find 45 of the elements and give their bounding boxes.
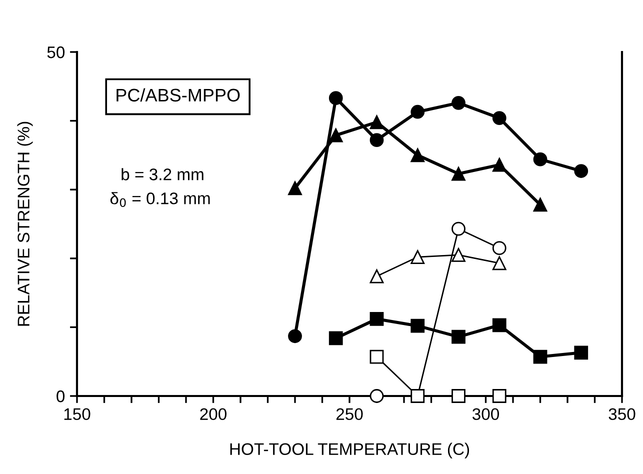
point — [328, 331, 343, 346]
x-tick-label: 350 — [608, 408, 636, 420]
point — [452, 96, 466, 110]
point — [533, 152, 548, 166]
point — [492, 158, 506, 172]
x-tick-label: 150 — [64, 408, 90, 420]
point — [452, 166, 466, 181]
x-axis-title: HOT-TOOL TEMPERATURE (C) — [230, 442, 470, 458]
point — [492, 111, 506, 125]
annotation: b = 3.2 mm — [122, 168, 204, 180]
point — [328, 91, 343, 106]
point — [492, 256, 506, 270]
point — [492, 318, 506, 332]
point — [288, 329, 302, 344]
point — [574, 164, 588, 178]
x-tick-label: 200 — [200, 408, 227, 420]
point — [533, 198, 548, 212]
point — [452, 248, 466, 262]
point — [452, 330, 466, 344]
point — [410, 148, 425, 162]
point — [410, 250, 425, 264]
point — [452, 222, 466, 236]
point — [452, 389, 466, 403]
x-tick-label: 300 — [472, 408, 500, 420]
annotation: PC/ABS-MPPO — [116, 88, 240, 102]
point — [533, 350, 548, 364]
point — [574, 346, 588, 360]
point — [370, 312, 384, 326]
point — [288, 181, 302, 196]
point — [410, 318, 425, 333]
y-axis-title: RELATIVE STRENGTH (%) — [17, 122, 33, 326]
point — [370, 350, 384, 364]
point — [370, 269, 384, 284]
point — [370, 389, 384, 403]
annotation: δ$_{0}$ = 0.13 mm — [110, 192, 210, 208]
y-tick-label: 0 — [56, 390, 65, 402]
point — [410, 104, 425, 119]
y-tick-label: 50 — [47, 46, 65, 58]
point — [370, 133, 384, 148]
point — [328, 128, 343, 142]
point — [410, 389, 425, 403]
point — [492, 389, 506, 403]
x-tick-label: 250 — [336, 408, 363, 420]
point — [370, 115, 384, 130]
point — [492, 241, 506, 256]
